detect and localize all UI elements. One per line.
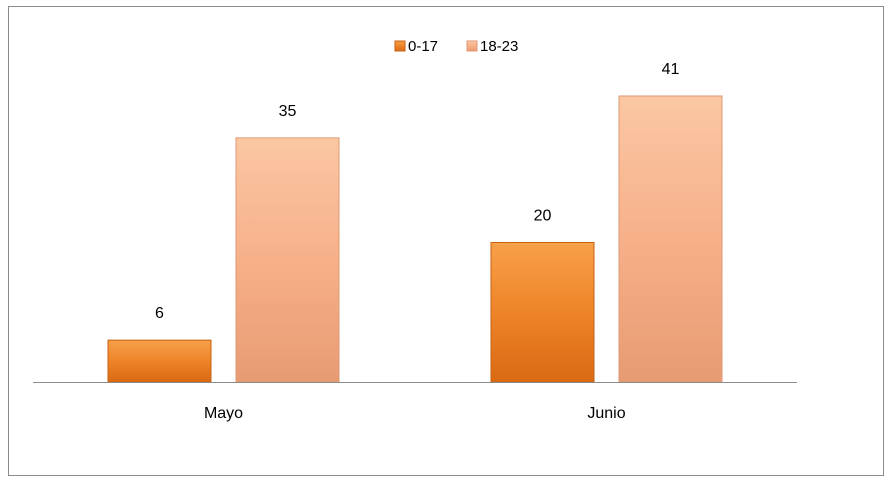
bar-junio-18-23	[618, 95, 723, 383]
data-label-mayo-18-23: 35	[279, 103, 297, 120]
legend: 0-17 18-23	[394, 38, 518, 55]
x-tick-label-junio: Junio	[587, 405, 625, 422]
legend-label-0-17: 0-17	[408, 38, 438, 55]
legend-swatch-18-23	[466, 40, 478, 52]
data-label-mayo-0-17: 6	[155, 305, 164, 322]
bar-mayo-18-23	[235, 137, 340, 383]
data-label-junio-0-17: 20	[534, 207, 552, 224]
bars-group	[107, 95, 723, 383]
legend-swatch-0-17	[394, 40, 406, 52]
bar-mayo-0-17	[107, 339, 212, 383]
x-tick-label-mayo: Mayo	[204, 405, 243, 422]
data-label-junio-18-23: 41	[662, 61, 680, 78]
legend-label-18-23: 18-23	[480, 38, 518, 55]
data-labels-group: 6 35 20 41	[155, 61, 679, 322]
chart-frame	[8, 6, 884, 476]
bar-junio-0-17	[490, 241, 595, 383]
x-tick-labels: Mayo Junio	[204, 405, 626, 422]
